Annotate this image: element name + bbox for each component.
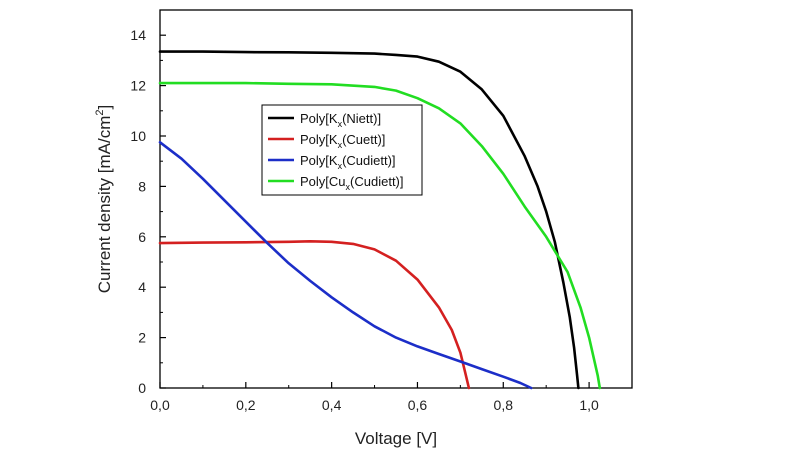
legend-label-0: Poly[Kx(Niett)]: [300, 111, 381, 129]
y-tick-label: 10: [130, 128, 146, 144]
y-tick-label: 14: [130, 27, 146, 43]
x-tick-label: 0,4: [322, 397, 342, 413]
y-tick-label: 8: [138, 178, 146, 194]
series-line-0: [158, 50, 580, 390]
x-axis: 0,0 0,2 0,4 0,6 0,8 1,0: [150, 382, 599, 413]
y-tick-label: 0: [138, 380, 146, 396]
series-line-3: [158, 81, 602, 390]
series-line-2: [158, 141, 533, 390]
legend-label-3: Poly[Cux(Cudiett)]: [300, 174, 404, 192]
x-tick-label: 0,2: [236, 397, 256, 413]
x-tick-label: 0,6: [408, 397, 428, 413]
x-tick-label: 0,0: [150, 397, 170, 413]
x-tick-label: 0,8: [494, 397, 514, 413]
legend-label-1: Poly[Kx(Cuett)]: [300, 132, 385, 150]
x-tick-label: 1,0: [579, 397, 599, 413]
series-line-1: [158, 240, 471, 390]
y-axis: 0 2 4 6 8 10 12 14: [130, 9, 166, 396]
y-tick-label: 4: [138, 279, 146, 295]
x-axis-title: Voltage [V]: [355, 429, 437, 448]
legend-label-2: Poly[Kx(Cudiett)]: [300, 153, 396, 171]
y-tick-label: 6: [138, 229, 146, 245]
y-tick-label: 2: [138, 330, 146, 346]
legend: Poly[Kx(Niett)] Poly[Kx(Cuett)] Poly[Kx(Cu…: [261, 104, 423, 196]
y-tick-label: 12: [130, 78, 146, 94]
y-axis-title: Current density [mA/cm2]: [94, 105, 114, 293]
plot-frame: [159, 9, 633, 389]
curves-group: [158, 50, 602, 390]
